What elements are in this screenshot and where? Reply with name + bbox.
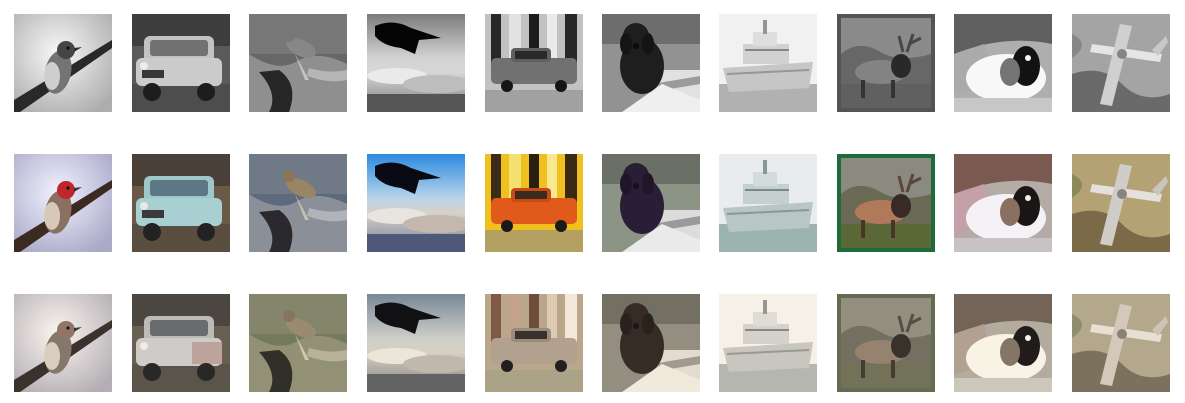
dog-image bbox=[602, 14, 700, 112]
ship-image bbox=[719, 14, 817, 112]
thumbnail-car bbox=[485, 294, 583, 392]
car-image bbox=[485, 14, 583, 112]
dog-image bbox=[954, 154, 1052, 252]
thumbnail-car bbox=[485, 14, 583, 112]
thumbnail-ship bbox=[719, 154, 817, 252]
bird-image bbox=[367, 14, 465, 112]
ship-image bbox=[719, 294, 817, 392]
dog-image bbox=[602, 294, 700, 392]
deer-image bbox=[837, 154, 935, 252]
thumbnail-car bbox=[132, 294, 230, 392]
airplane-image bbox=[1072, 14, 1170, 112]
thumbnail-dog bbox=[602, 154, 700, 252]
car-image bbox=[485, 294, 583, 392]
thumbnail-car bbox=[485, 154, 583, 252]
thumbnail-bird bbox=[249, 294, 347, 392]
grid-row-color bbox=[0, 154, 1185, 252]
thumbnail-car bbox=[132, 14, 230, 112]
bird-image bbox=[367, 294, 465, 392]
airplane-image bbox=[1072, 294, 1170, 392]
thumbnail-airplane bbox=[1072, 154, 1170, 252]
thumbnail-dog bbox=[954, 14, 1052, 112]
thumbnail-deer bbox=[837, 14, 935, 112]
thumbnail-airplane bbox=[1072, 14, 1170, 112]
bird-image bbox=[14, 14, 112, 112]
thumbnail-bird bbox=[14, 294, 112, 392]
deer-image bbox=[837, 294, 935, 392]
dog-image bbox=[602, 154, 700, 252]
thumbnail-deer bbox=[837, 154, 935, 252]
bird-image bbox=[14, 154, 112, 252]
thumbnail-bird bbox=[14, 14, 112, 112]
thumbnail-bird bbox=[367, 294, 465, 392]
thumbnail-dog bbox=[954, 154, 1052, 252]
ship-image bbox=[719, 154, 817, 252]
bird-image bbox=[249, 154, 347, 252]
thumbnail-ship bbox=[719, 294, 817, 392]
thumbnail-bird bbox=[367, 154, 465, 252]
grid-row-grayscale bbox=[0, 14, 1185, 112]
thumbnail-bird bbox=[249, 154, 347, 252]
thumbnail-car bbox=[132, 154, 230, 252]
bird-image bbox=[14, 294, 112, 392]
dog-image bbox=[954, 294, 1052, 392]
thumbnail-bird bbox=[367, 14, 465, 112]
thumbnail-dog bbox=[954, 294, 1052, 392]
car-image bbox=[132, 154, 230, 252]
bird-image bbox=[249, 294, 347, 392]
car-image bbox=[132, 14, 230, 112]
car-image bbox=[485, 154, 583, 252]
thumbnail-dog bbox=[602, 14, 700, 112]
thumbnail-airplane bbox=[1072, 294, 1170, 392]
car-image bbox=[132, 294, 230, 392]
bird-image bbox=[249, 14, 347, 112]
thumbnail-bird bbox=[14, 154, 112, 252]
thumbnail-bird bbox=[249, 14, 347, 112]
deer-image bbox=[837, 14, 935, 112]
thumbnail-dog bbox=[602, 294, 700, 392]
dog-image bbox=[954, 14, 1052, 112]
airplane-image bbox=[1072, 154, 1170, 252]
bird-image bbox=[367, 154, 465, 252]
thumbnail-deer bbox=[837, 294, 935, 392]
grid-row-recolored bbox=[0, 294, 1185, 392]
thumbnail-ship bbox=[719, 14, 817, 112]
